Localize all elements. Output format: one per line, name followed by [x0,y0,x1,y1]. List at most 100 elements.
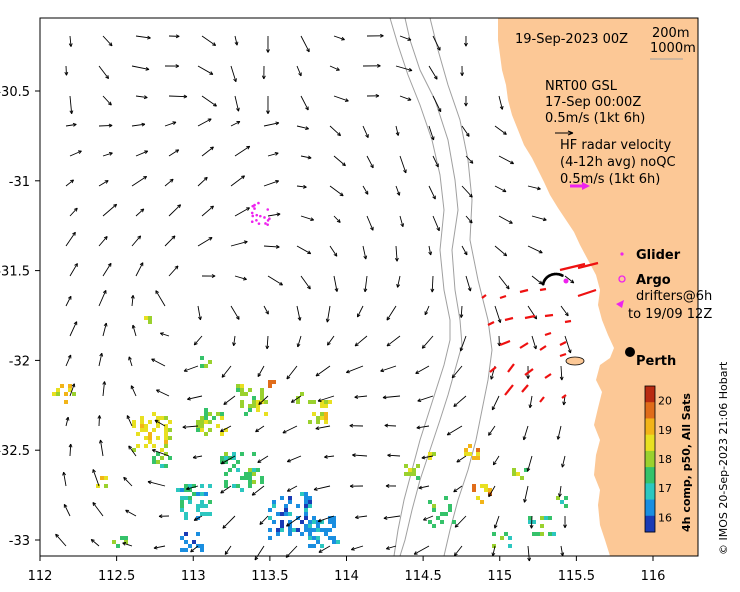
sst-pixel [148,320,152,324]
sst-pixel [196,504,200,508]
sst-pixel [260,392,264,396]
sst-pixel [228,468,232,472]
credit-text: © IMOS 20-Sep-2023 21:06 Hobart [717,361,730,555]
radar-arrow [559,262,586,272]
current-arrow [395,245,398,262]
sst-pixel [220,416,224,420]
current-arrow [354,395,368,398]
sst-pixel [528,520,532,524]
colorbar-title: 4h comp, p50, All Sats [680,393,693,532]
current-arrow [168,204,181,217]
current-arrow [453,485,463,493]
current-arrow [230,175,245,187]
sst-pixel [316,520,320,524]
current-arrowhead [73,207,78,212]
current-arrowhead [285,522,290,527]
sst-pixel [180,500,184,504]
current-arrow [431,275,434,293]
current-arrow [230,305,240,320]
colorbar-tick-label: 16 [658,511,672,524]
sst-pixel [224,472,228,476]
sst-pixel [408,468,412,472]
current-arrow [465,215,473,224]
current-arrowhead [464,42,468,47]
current-arrow [197,305,201,320]
current-arrow [488,485,496,498]
current-arrowhead [151,358,156,363]
current-arrow [130,385,137,397]
sst-pixel [216,412,220,416]
current-arrow [234,207,250,217]
current-arrow [432,155,439,168]
colorbar-segment [645,483,655,501]
current-arrow [164,121,177,127]
current-arrowhead [77,150,82,154]
current-arrow [559,485,562,497]
sst-pixel [300,520,304,524]
current-arrowhead [182,425,187,429]
colorbar-segment [645,499,655,517]
current-arrow [413,545,430,555]
current-arrowhead [528,404,533,409]
sst-pixel [288,496,292,500]
current-arrowhead [259,521,264,525]
argo-legend-marker [618,275,626,283]
sst-pixel [140,416,144,420]
current-arrowhead [286,458,291,463]
current-arrow [296,65,302,77]
sst-pixel [332,540,336,544]
sst-pixel [160,456,164,460]
sst-pixel [64,400,68,404]
current-arrowhead [265,345,270,350]
sst-pixel [432,452,436,456]
current-arrow [530,515,533,529]
current-arrow [297,335,302,348]
current-arrowhead [503,252,508,257]
colorbar-segment [645,515,655,533]
sst-pixel [168,420,172,424]
current-arrowhead [336,219,341,223]
x-tick-label: 113 [181,569,206,584]
current-arrow [151,358,166,367]
sst-pixel [280,524,284,528]
current-arrow [386,335,401,347]
current-arrowhead [529,524,534,529]
sst-pixel [288,528,292,532]
sst-pixel [304,496,308,500]
current-arrowhead [533,315,538,320]
sst-pixel [192,540,196,544]
sst-pixel [124,540,128,544]
current-arrow [102,322,107,337]
current-arrowhead [282,429,287,434]
current-arrow [234,35,238,46]
current-arrow [69,263,78,277]
current-arrowhead [143,175,148,180]
current-arrowhead [454,523,459,528]
y-axis: -30.5 -31 -31.5 -32 -32.5 -33 [0,85,40,549]
current-arrow [152,449,170,457]
sst-pixel [148,432,152,436]
current-arrow [329,65,340,71]
current-arrowhead [313,487,318,491]
current-arrowhead [143,95,148,100]
current-arrowhead [144,150,149,154]
current-arrowhead [185,486,190,491]
sst-pixel [240,400,244,404]
current-arrow [220,455,236,465]
current-arrowhead [542,217,547,222]
sst-pixel [304,508,308,512]
current-arrowhead [567,349,572,354]
current-arrowhead [413,551,418,555]
sst-pixel [236,388,240,392]
current-arrowhead [172,121,177,125]
current-arrow [201,146,214,157]
current-arrowhead [213,102,217,107]
sst-pixel [316,416,320,420]
sst-pixel [144,444,148,448]
current-arrow [224,545,232,555]
current-arrow [128,356,133,367]
sst-pixel [148,316,152,320]
colorbar-tick-label: 18 [658,453,672,466]
sst-pixel [212,416,216,420]
glider-legend-dot [620,252,624,256]
